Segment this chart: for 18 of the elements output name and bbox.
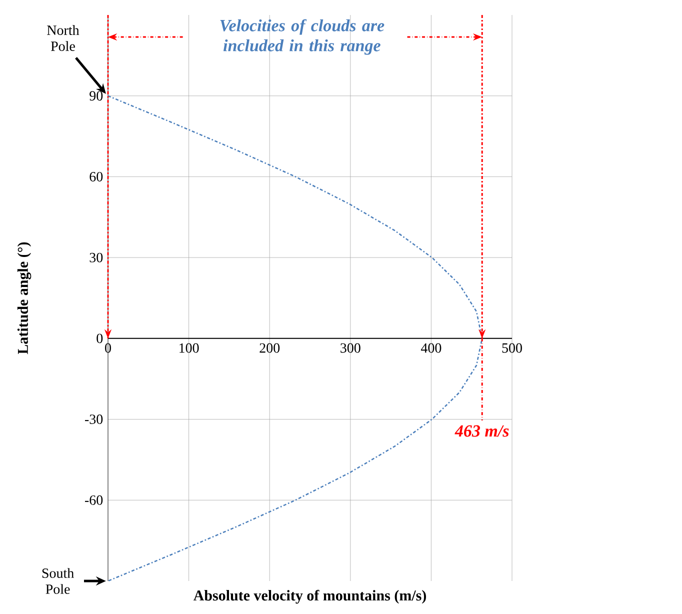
x-tick-label: 100	[180, 343, 199, 353]
x-tick-label: 0	[105, 343, 111, 353]
y-tick-label: 90	[90, 91, 103, 101]
y-tick-label: -60	[84, 495, 103, 505]
y-tick-label: 30	[90, 252, 103, 262]
y-tick-label: -30	[84, 414, 103, 424]
annotation: South Pole	[42, 568, 74, 594]
x-tick-label: 400	[420, 343, 442, 353]
annotation: North Pole	[47, 25, 80, 51]
x-tick-label: 200	[260, 343, 280, 353]
y-tick-label: 60	[90, 172, 103, 182]
x-axis-title: Absolute velocity of mountains (m/s)	[193, 590, 426, 604]
x-tick-label: 500	[502, 343, 522, 353]
annotation: Velocities of clouds are included in this range	[220, 19, 384, 55]
x-tick-label: 300	[340, 343, 360, 353]
y-axis-title: Latitude angle (°)	[17, 242, 32, 354]
y-tick-label: 0	[96, 334, 103, 344]
ref-line-label: 463 m/s	[454, 425, 509, 437]
